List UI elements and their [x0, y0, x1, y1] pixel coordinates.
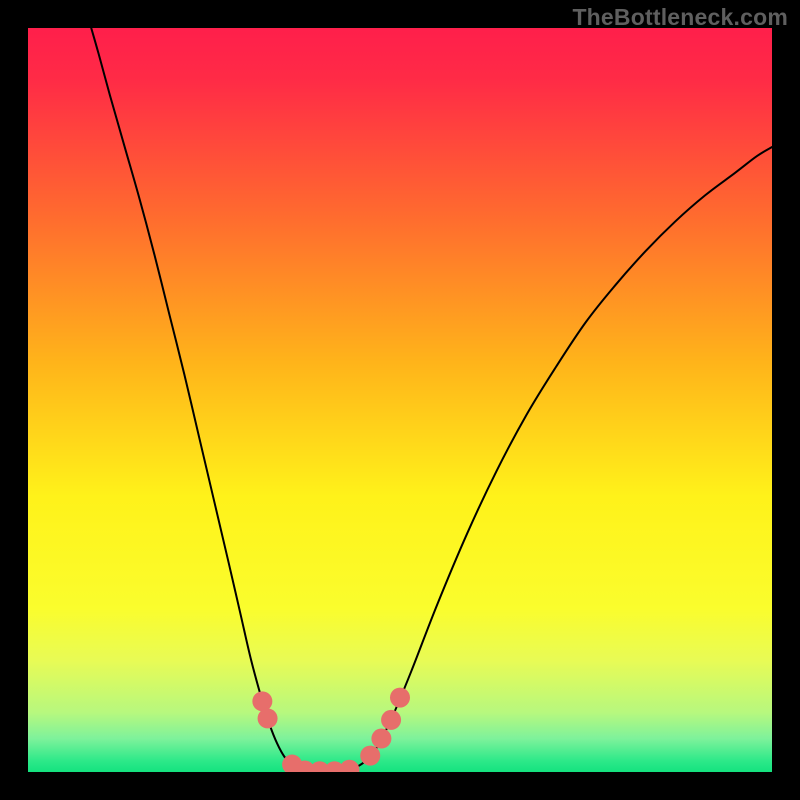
chart-canvas: TheBottleneck.com [0, 0, 800, 800]
plot-background [28, 28, 772, 772]
curve-marker [381, 710, 401, 730]
curve-marker [371, 729, 391, 749]
curve-marker [252, 691, 272, 711]
curve-marker [360, 746, 380, 766]
curve-marker [258, 708, 278, 728]
curve-marker [390, 688, 410, 708]
watermark-text: TheBottleneck.com [572, 4, 788, 31]
bottleneck-curve-chart [0, 0, 800, 800]
